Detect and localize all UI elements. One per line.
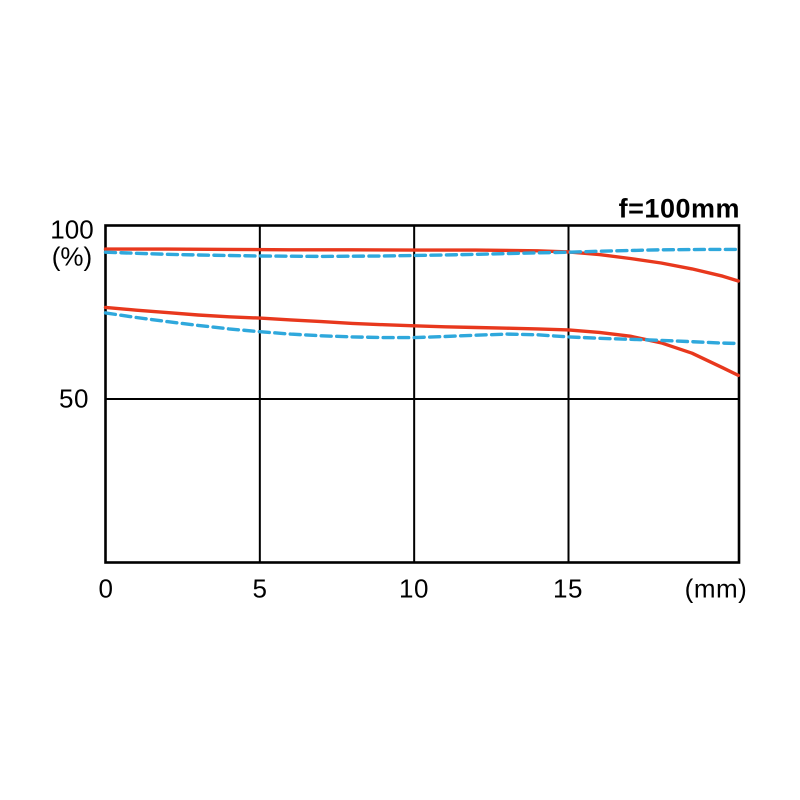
- chart-title: f=100mm: [618, 193, 740, 224]
- y-axis-unit: (%): [51, 242, 93, 272]
- y-axis-top-label: 100 (%): [50, 214, 94, 272]
- plot-border: [104, 224, 741, 564]
- y-tick-100: 100: [50, 214, 94, 245]
- x-tick-10: 10: [399, 573, 429, 604]
- x-tick-5: 5: [252, 573, 268, 604]
- curve-lower-solid-red: [103, 305, 740, 378]
- x-tick-0: 0: [98, 573, 114, 604]
- y-tick-50: 50: [59, 383, 89, 414]
- curve-upper-solid-red: [103, 247, 740, 283]
- curve-upper-dashed-blue: [103, 247, 740, 259]
- curve-lower-dashed-blue: [103, 311, 740, 346]
- x-tick-15: 15: [553, 573, 583, 604]
- x-axis-unit: (mm): [684, 573, 748, 604]
